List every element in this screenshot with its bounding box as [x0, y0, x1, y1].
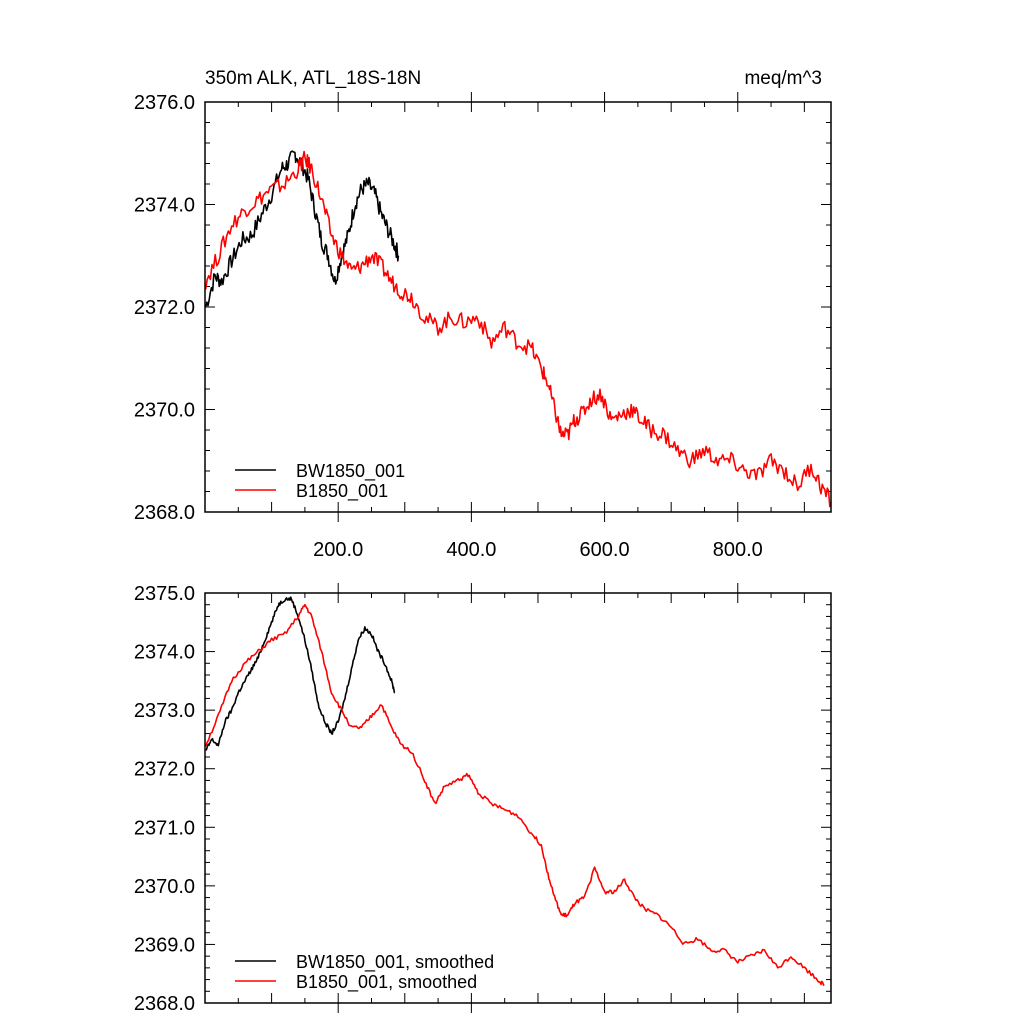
y-tick-label: 2374.0 — [134, 642, 195, 664]
y-tick-label: 2374.0 — [134, 195, 195, 217]
legend-label: BW1850_001, smoothed — [296, 952, 494, 973]
y-tick-label: 2370.0 — [134, 400, 195, 422]
top-panel-x-tick-labels: 200.0 400.0 600.0 800.0 — [313, 539, 763, 561]
bottom-panel-series — [204, 596, 825, 987]
y-tick-label: 2368.0 — [134, 993, 195, 1015]
series-line-b1850 — [204, 603, 825, 987]
series-line-bw1850 — [204, 150, 400, 308]
legend-label: B1850_001 — [296, 481, 388, 502]
y-tick-label: 2369.0 — [134, 934, 195, 956]
y-tick-label: 2373.0 — [134, 700, 195, 722]
bottom-panel: 2368.0 2369.0 2370.0 2371.0 2372.0 2373.0 2374… — [134, 583, 832, 1015]
x-tick-label: 400.0 — [446, 539, 496, 561]
y-tick-label: 2372.0 — [134, 759, 195, 781]
y-tick-label: 2371.0 — [134, 817, 195, 839]
top-panel-title: 350m ALK, ATL_18S-18N — [205, 68, 421, 89]
x-tick-label: 200.0 — [313, 539, 363, 561]
top-panel-ticks — [205, 92, 831, 522]
y-tick-label: 2370.0 — [134, 876, 195, 898]
bottom-panel-ticks — [205, 583, 831, 1013]
y-tick-label: 2372.0 — [134, 297, 195, 319]
y-tick-label: 2376.0 — [134, 92, 195, 114]
bottom-panel-y-tick-labels: 2368.0 2369.0 2370.0 2371.0 2372.0 2373.0 2374… — [134, 583, 195, 1015]
top-panel: 350m ALK, ATL_18S-18N meq/m^3 2368.0 2370… — [134, 68, 832, 561]
x-tick-label: 600.0 — [580, 539, 630, 561]
series-line-b1850 — [204, 150, 832, 508]
top-panel-series — [204, 150, 832, 508]
legend-label: B1850_001, smoothed — [296, 972, 477, 993]
top-panel-y-tick-labels: 2368.0 2370.0 2372.0 2374.0 2376.0 — [134, 92, 195, 524]
y-tick-label: 2368.0 — [134, 502, 195, 524]
series-line-bw1850 — [205, 596, 396, 751]
y-tick-label: 2375.0 — [134, 583, 195, 605]
top-panel-frame — [204, 101, 832, 513]
bottom-panel-frame — [204, 592, 832, 1004]
x-tick-label: 800.0 — [713, 539, 763, 561]
legend-label: BW1850_001 — [296, 461, 405, 482]
top-panel-units: meq/m^3 — [744, 68, 822, 89]
